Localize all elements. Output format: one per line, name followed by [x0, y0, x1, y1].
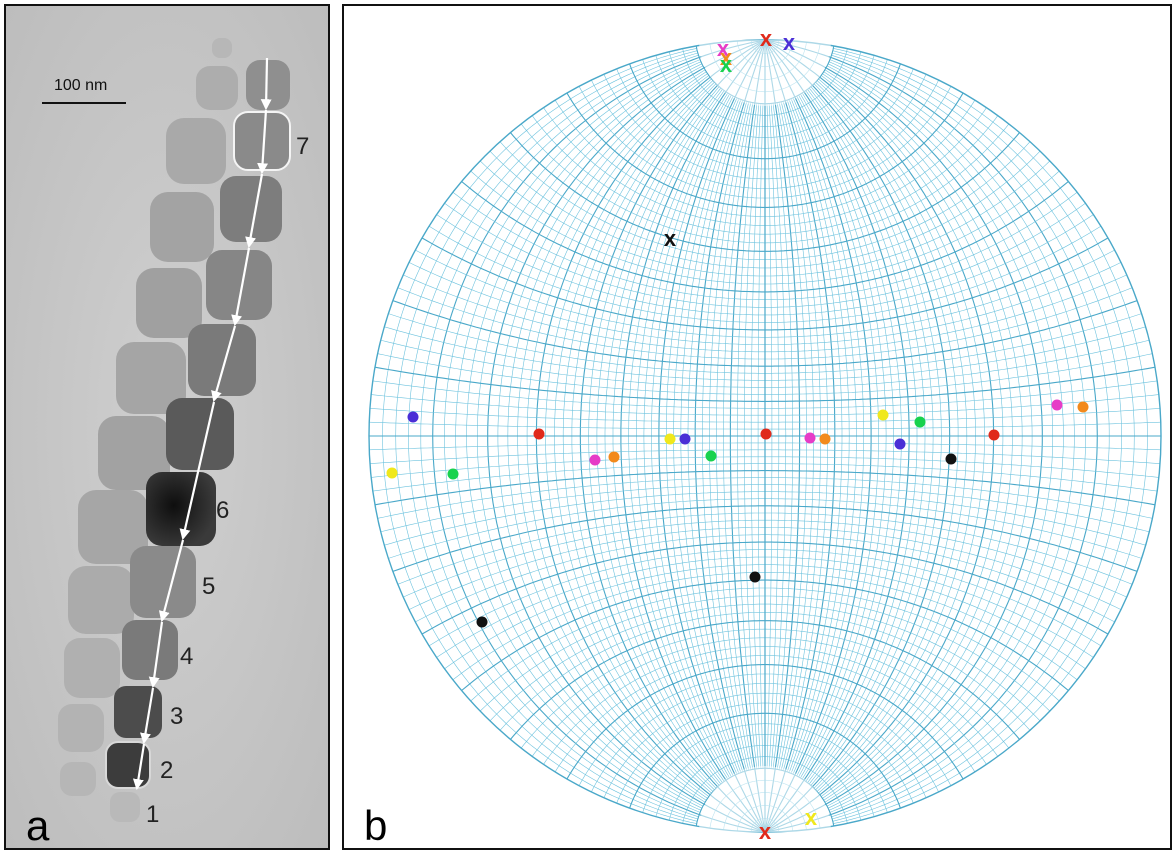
orientation-dot-green: [447, 468, 459, 480]
orientation-x-orange: x: [720, 45, 733, 70]
orientation-dot-yellow: [386, 467, 398, 479]
orientation-x-green: x: [720, 52, 733, 77]
crystal-label-7: 7: [296, 133, 309, 160]
crystal-label-1: 1: [146, 801, 159, 828]
crystal-label-3: 3: [170, 703, 183, 730]
micrograph-image: 100 nm 1 2 3 4 5 6 7 a: [6, 6, 328, 848]
orientation-dot-blue: [894, 438, 906, 450]
orientation-dot-black: [476, 616, 488, 628]
orientation-dot-blue: [407, 411, 419, 423]
orientation-x-red: x: [759, 819, 772, 844]
orientation-dot-orange: [819, 433, 831, 445]
orientation-dot-orange: [1077, 401, 1089, 413]
wulff-net-grid: [368, 39, 1162, 833]
orientation-dot-magenta: [589, 454, 601, 466]
orientation-x-red: x: [760, 26, 773, 51]
secondary-chain: [58, 38, 238, 796]
scale-bar: 100 nm: [42, 77, 126, 104]
orientation-dot-red: [760, 428, 772, 440]
orientation-dot-magenta: [804, 432, 816, 444]
orientation-dot-red: [533, 428, 545, 440]
panel-b-letter: b: [364, 802, 387, 848]
orientation-dot-black: [945, 453, 957, 465]
orientation-dot-green: [705, 450, 717, 462]
orientation-dot-magenta: [1051, 399, 1063, 411]
main-chain: [105, 60, 291, 822]
orientation-dot-black: [749, 571, 761, 583]
orientation-dot-green: [914, 416, 926, 428]
panel-a-letter: a: [26, 802, 50, 848]
crystal-label-5: 5: [202, 573, 215, 600]
orientation-dot-yellow: [877, 409, 889, 421]
orientation-x-blue: x: [783, 30, 796, 55]
orientation-x-magenta: x: [717, 36, 730, 61]
orientation-dot-blue: [679, 433, 691, 445]
orientation-dot-red: [988, 429, 1000, 441]
crystal-label-2: 2: [160, 757, 173, 784]
crystal-label-4: 4: [180, 643, 193, 670]
panel-a-micrograph: 100 nm 1 2 3 4 5 6 7 a: [4, 4, 330, 850]
scale-bar-label: 100 nm: [54, 77, 107, 94]
orientation-x-black: x: [664, 226, 677, 251]
orientation-dot-orange: [608, 451, 620, 463]
orientation-x-yellow: x: [805, 805, 818, 830]
crystal-label-6: 6: [216, 497, 229, 524]
chain-arrows: [132, 57, 272, 791]
orientation-dot-yellow: [664, 433, 676, 445]
